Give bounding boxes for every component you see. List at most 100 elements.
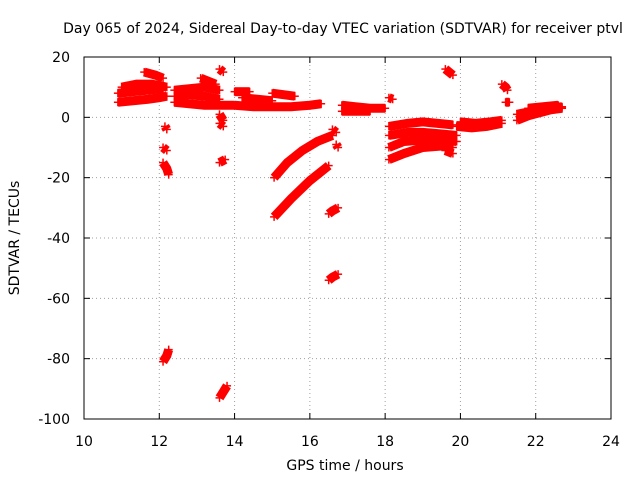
data-point-marker	[219, 387, 228, 396]
data-point-marker	[162, 83, 171, 92]
data-point-marker	[486, 117, 495, 126]
data-point-marker	[170, 86, 179, 95]
x-tick-label: 22	[527, 434, 545, 450]
data-point-marker	[334, 203, 343, 212]
data-point-marker	[328, 206, 337, 215]
data-series	[215, 110, 228, 125]
data-point-marker	[441, 65, 450, 74]
data-point-marker	[366, 107, 375, 116]
data-point-marker	[287, 102, 296, 111]
data-point-marker	[230, 101, 239, 110]
data-point-marker	[200, 83, 209, 92]
data-point-marker	[270, 212, 279, 221]
data-point-marker	[221, 155, 230, 164]
data-series	[215, 381, 232, 402]
data-point-marker	[219, 122, 228, 131]
data-series	[230, 87, 254, 97]
data-point-marker	[505, 98, 514, 107]
y-tick-label: 0	[61, 110, 70, 126]
data-point-marker	[200, 92, 209, 101]
data-series	[196, 73, 220, 89]
data-point-marker	[162, 92, 171, 101]
data-point-marker	[381, 104, 390, 113]
data-series	[497, 80, 512, 95]
data-point-marker	[164, 345, 173, 354]
data-point-marker	[452, 137, 461, 146]
data-series	[456, 115, 506, 128]
data-point-marker	[215, 95, 224, 104]
y-tick-label: -40	[47, 231, 70, 247]
x-tick-label: 16	[301, 434, 319, 450]
data-point-marker	[418, 143, 427, 152]
data-point-marker	[159, 74, 168, 83]
data-point-marker	[313, 137, 322, 146]
data-series	[324, 203, 343, 218]
data-series	[230, 99, 326, 112]
data-point-marker	[448, 71, 457, 80]
data-point-marker	[249, 102, 258, 111]
data-point-marker	[185, 84, 194, 93]
data-point-marker	[143, 95, 152, 104]
data-point-marker	[452, 122, 461, 131]
x-tick-label: 24	[602, 434, 620, 450]
data-series	[270, 161, 333, 221]
data-point-marker	[211, 80, 220, 89]
data-point-marker	[162, 146, 171, 155]
data-point-marker	[140, 68, 149, 77]
data-series	[332, 140, 343, 152]
data-point-marker	[279, 90, 288, 99]
data-point-marker	[268, 89, 277, 98]
data-series	[324, 270, 343, 285]
data-point-marker	[151, 71, 160, 80]
data-point-marker	[238, 93, 247, 102]
data-point-marker	[558, 102, 567, 111]
data-series	[113, 91, 171, 107]
data-point-marker	[539, 102, 548, 111]
data-series	[328, 125, 341, 137]
data-point-marker	[418, 117, 427, 126]
data-point-marker	[456, 117, 465, 126]
data-point-marker	[287, 194, 296, 203]
data-point-marker	[334, 143, 343, 152]
data-series	[441, 65, 457, 80]
data-point-marker	[524, 104, 533, 113]
data-point-marker	[384, 122, 393, 131]
axis-ticks: 10 12 14 16 18 20 22 24 -100 -80 -60 -40 -20 0 20	[38, 50, 620, 450]
y-tick-label: -60	[47, 291, 70, 307]
y-tick-label: -100	[38, 412, 70, 428]
data-point-marker	[128, 96, 137, 105]
data-point-marker	[403, 128, 412, 137]
data-point-marker	[196, 74, 205, 83]
data-point-marker	[147, 80, 156, 89]
data-point-marker	[159, 158, 168, 167]
y-axis-label: SDTVAR / TECUs	[7, 181, 23, 296]
data-point-marker	[215, 110, 224, 119]
data-point-marker	[351, 107, 360, 116]
series-trace	[120, 79, 168, 92]
x-axis-label: GPS time / hours	[286, 458, 403, 474]
data-point-marker	[497, 116, 506, 125]
data-point-marker	[253, 95, 262, 104]
chart-title: Day 065 of 2024, Sidereal Day-to-day VTE…	[63, 21, 623, 37]
data-point-marker	[403, 119, 412, 128]
data-point-marker	[441, 146, 450, 155]
data-point-marker	[384, 131, 393, 140]
series-trace	[173, 90, 221, 104]
data-point-marker	[298, 146, 307, 155]
data-point-marker	[204, 77, 213, 86]
y-tick-label: 20	[52, 50, 70, 66]
data-point-marker	[471, 119, 480, 128]
y-tick-label: -20	[47, 171, 70, 187]
data-point-marker	[433, 119, 442, 128]
x-tick-label: 18	[376, 434, 394, 450]
data-point-marker	[200, 101, 209, 110]
x-tick-label: 10	[75, 434, 93, 450]
data-point-marker	[164, 170, 173, 179]
data-series	[215, 119, 228, 131]
y-tick-label: -80	[47, 352, 70, 368]
data-point-marker	[503, 86, 512, 95]
data-series	[384, 117, 457, 131]
data-point-marker	[324, 161, 333, 170]
data-point-marker	[268, 96, 277, 105]
data-point-marker	[418, 128, 427, 137]
